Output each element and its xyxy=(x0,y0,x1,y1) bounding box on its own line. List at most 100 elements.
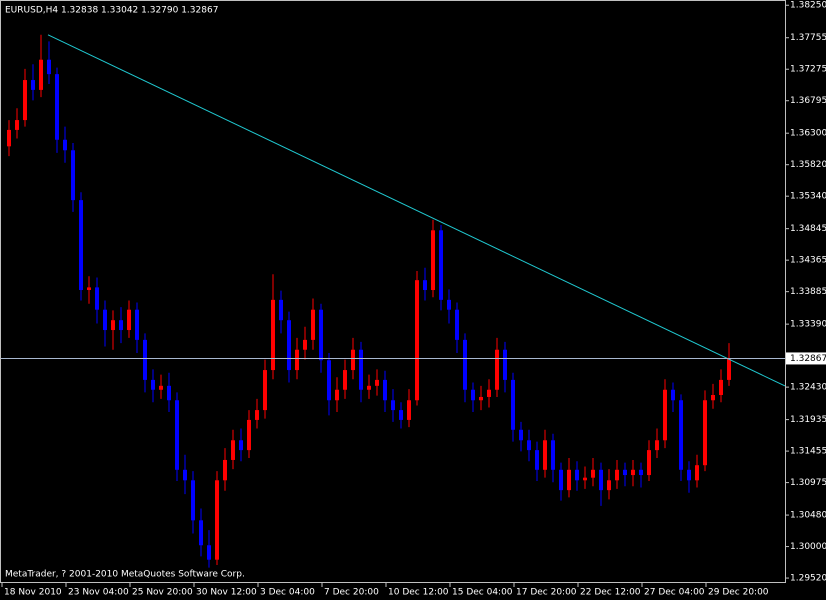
candle-body xyxy=(687,469,691,481)
y-tick-label: 1.38250 xyxy=(790,1,826,11)
x-tick-label: 10 Dec 12:00 xyxy=(388,588,449,598)
candle-body xyxy=(119,320,123,331)
y-tick-label: 1.34365 xyxy=(790,256,826,266)
x-tick-label: 3 Dec 04:00 xyxy=(260,588,315,598)
candle-body xyxy=(407,400,411,420)
candle-body xyxy=(223,459,227,481)
x-tick-label: 27 Dec 04:00 xyxy=(644,588,705,598)
candle-body xyxy=(487,389,491,397)
candle-body xyxy=(383,379,387,401)
candle-body xyxy=(327,360,331,401)
candle-body xyxy=(271,299,275,371)
candle-body xyxy=(391,400,395,411)
candle-body xyxy=(215,480,219,560)
candle-body xyxy=(375,379,379,386)
candle-body xyxy=(399,410,403,420)
candle-body xyxy=(151,379,155,390)
candle-body xyxy=(263,370,267,411)
x-tick-label: 17 Dec 20:00 xyxy=(516,588,577,598)
chart-title: EURUSD,H4 1.32838 1.33042 1.32790 1.3286… xyxy=(5,6,218,16)
candle-body xyxy=(159,385,163,390)
candle-body xyxy=(703,400,707,466)
candle-body xyxy=(727,358,731,380)
candle-body xyxy=(719,379,723,395)
candle-body xyxy=(287,320,291,371)
candle-body xyxy=(183,469,187,481)
candle-body xyxy=(279,299,283,321)
candle-body xyxy=(343,370,347,390)
candle-body xyxy=(463,339,467,390)
candle-body xyxy=(431,230,435,291)
candle-body xyxy=(63,139,67,151)
candle-body xyxy=(471,389,475,401)
candle-body xyxy=(591,469,595,478)
candle-body xyxy=(167,385,171,401)
candle-body xyxy=(655,440,659,451)
candle-body xyxy=(695,465,699,481)
trendline xyxy=(47,34,786,387)
candle-body xyxy=(647,450,651,476)
candle-body xyxy=(543,440,547,470)
y-tick-label: 1.33885 xyxy=(790,287,826,297)
candle-body xyxy=(575,469,579,481)
candle-body xyxy=(23,80,27,121)
candle-body xyxy=(71,150,75,201)
candle-body xyxy=(631,469,635,476)
candle-body xyxy=(247,419,251,451)
candle-body xyxy=(439,230,443,300)
candle-body xyxy=(255,410,259,420)
candle-body xyxy=(55,74,59,140)
candle-body xyxy=(231,440,235,460)
copyright: MetaTrader, ? 2001-2010 MetaQuotes Softw… xyxy=(5,570,245,580)
candle-body xyxy=(535,450,539,470)
x-tick-label: 25 Nov 20:00 xyxy=(132,588,193,598)
candle-body xyxy=(79,200,83,291)
candle-body xyxy=(639,469,643,476)
current-price-label: 1.32867 xyxy=(790,354,826,364)
candle-body xyxy=(583,477,587,481)
candle-body xyxy=(311,309,315,340)
candle-body xyxy=(335,389,339,401)
current-price-box xyxy=(786,352,826,365)
candle-body xyxy=(87,287,91,291)
candle-body xyxy=(303,339,307,350)
candle-body xyxy=(479,396,483,401)
candle-body xyxy=(679,400,683,470)
candle-body xyxy=(455,309,459,340)
x-tick-label: 30 Nov 12:00 xyxy=(196,588,257,598)
y-tick-label: 1.31455 xyxy=(790,447,826,457)
candle-body xyxy=(359,349,363,390)
candle-body xyxy=(319,309,323,361)
x-tick-label: 7 Dec 20:00 xyxy=(324,588,379,598)
y-tick-label: 1.36300 xyxy=(790,129,826,139)
candle-body xyxy=(367,385,371,390)
y-tick-label: 1.37275 xyxy=(790,65,826,75)
candle-body xyxy=(127,309,131,331)
candle-body xyxy=(103,309,107,331)
y-tick-label: 1.33390 xyxy=(790,320,826,330)
candle-body xyxy=(15,120,19,130)
candle-body xyxy=(623,469,627,476)
candle-body xyxy=(207,545,211,560)
x-tick-label: 29 Dec 20:00 xyxy=(708,588,769,598)
y-tick-label: 1.35340 xyxy=(790,192,826,202)
y-tick-label: 1.30480 xyxy=(790,511,826,521)
candle-body xyxy=(351,349,355,371)
candle-body xyxy=(95,287,99,310)
candle-body xyxy=(607,480,611,491)
y-tick-label: 1.34845 xyxy=(790,224,826,234)
candle-body xyxy=(599,469,603,491)
candle-body xyxy=(519,429,523,441)
candle-body xyxy=(527,440,531,451)
y-tick-label: 1.37755 xyxy=(790,33,826,43)
candle-body xyxy=(175,400,179,470)
plot-area xyxy=(0,34,786,568)
y-tick-label: 1.29520 xyxy=(790,574,826,584)
candle-body xyxy=(711,394,715,401)
y-tick-label: 1.36795 xyxy=(790,96,826,106)
candle-body xyxy=(495,349,499,390)
candle-body xyxy=(423,280,427,291)
